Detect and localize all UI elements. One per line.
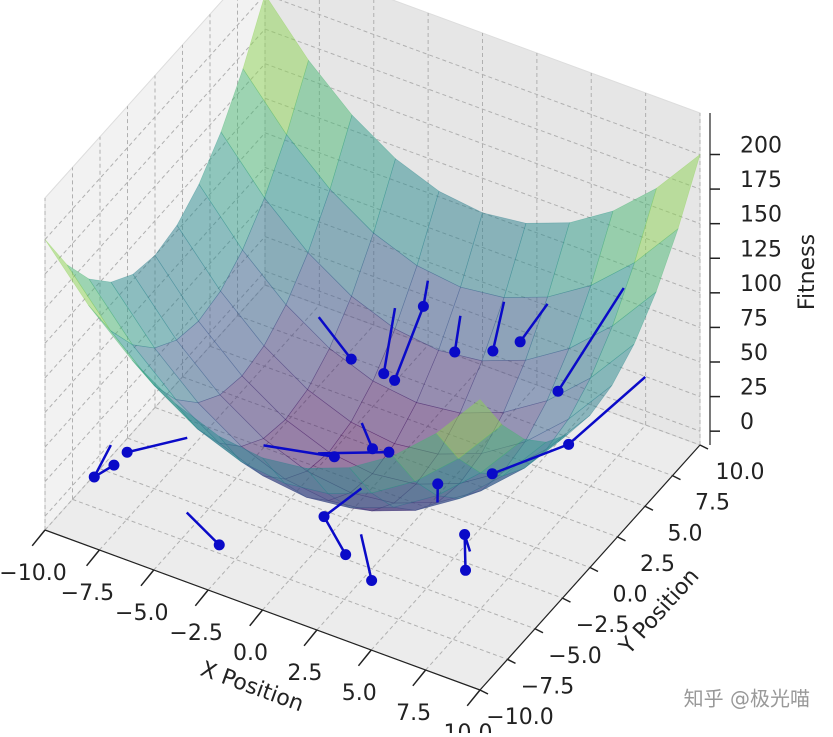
particle xyxy=(378,368,389,379)
y-tick-label: 0.0 xyxy=(613,583,648,608)
z-tick-label: 25 xyxy=(740,376,768,401)
y-tick-label: −7.5 xyxy=(521,674,574,699)
x-tick xyxy=(358,650,371,666)
particle xyxy=(108,460,119,471)
z-tick-label: 175 xyxy=(740,168,782,193)
y-tick-label: −5.0 xyxy=(548,644,601,669)
particle xyxy=(214,539,225,550)
y-tick xyxy=(508,659,516,663)
x-tick-label: −10.0 xyxy=(0,561,67,586)
particle xyxy=(122,447,133,458)
x-tick-label: −7.5 xyxy=(61,581,114,606)
x-tick xyxy=(467,690,480,706)
y-tick xyxy=(700,445,708,449)
z-tick-label: 125 xyxy=(740,237,782,262)
y-tick-label: −10.0 xyxy=(486,705,553,730)
z-tick-label: 150 xyxy=(740,203,782,228)
z-tick-label: 200 xyxy=(740,134,782,159)
particle xyxy=(515,336,526,347)
x-tick xyxy=(87,550,100,566)
y-tick xyxy=(618,537,626,541)
z-axis-label: Fitness xyxy=(795,234,820,310)
particle xyxy=(89,471,100,482)
particle xyxy=(346,354,357,365)
x-tick xyxy=(141,570,154,586)
x-tick xyxy=(250,610,263,626)
y-tick xyxy=(535,629,543,633)
particle xyxy=(383,447,394,458)
z-tick-label: 75 xyxy=(740,306,768,331)
x-tick-label: 10.0 xyxy=(444,721,493,733)
particle xyxy=(563,439,574,450)
y-tick-label: 5.0 xyxy=(668,521,703,546)
particle xyxy=(459,529,470,540)
y-tick xyxy=(480,690,488,694)
z-tick-label: 50 xyxy=(740,341,768,366)
x-tick-label: 5.0 xyxy=(342,681,377,706)
y-axis-label: Y Position xyxy=(614,564,704,660)
y-tick xyxy=(590,568,598,572)
particle xyxy=(340,549,351,560)
y-tick xyxy=(645,506,653,510)
x-tick xyxy=(32,530,45,546)
particle xyxy=(449,347,460,358)
x-tick xyxy=(304,630,317,646)
particle xyxy=(319,511,330,522)
particle xyxy=(389,375,400,386)
y-tick xyxy=(563,598,571,602)
particle xyxy=(432,478,443,489)
x-tick xyxy=(413,670,426,686)
particle xyxy=(487,468,498,479)
x-tick xyxy=(195,590,208,606)
particle xyxy=(366,575,377,586)
trajectory xyxy=(318,452,389,453)
y-tick-label: 2.5 xyxy=(640,552,675,577)
y-tick xyxy=(673,476,681,480)
x-tick-label: 7.5 xyxy=(396,701,431,726)
watermark: 知乎 @极光喵 xyxy=(684,687,810,711)
z-tick-label: 100 xyxy=(740,272,782,297)
y-tick-label: 10.0 xyxy=(716,460,765,485)
x-tick-label: 0.0 xyxy=(233,641,268,666)
y-tick-label: 7.5 xyxy=(695,491,730,516)
particle xyxy=(460,565,471,576)
particle xyxy=(487,346,498,357)
z-tick-label: 0 xyxy=(740,410,754,435)
particle xyxy=(553,386,564,397)
particle xyxy=(418,301,429,312)
x-tick-label: 2.5 xyxy=(287,661,322,686)
x-tick-label: −2.5 xyxy=(169,621,222,646)
x-tick-label: −5.0 xyxy=(115,601,168,626)
